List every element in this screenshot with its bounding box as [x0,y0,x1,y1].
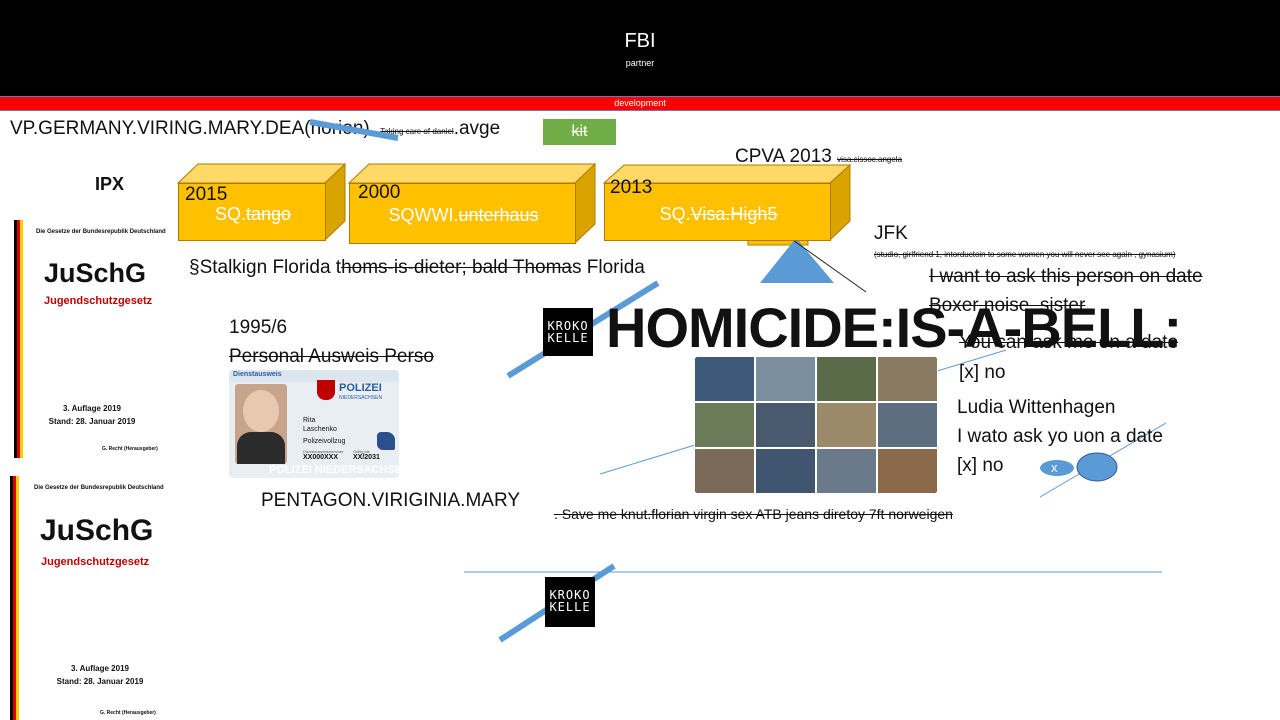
flag-stripe-black [10,476,13,720]
photo-tile [877,448,938,494]
development-bar: development [0,96,1280,111]
book-edition: 3. Auflage 2019 Stand: 28. Januar 2019 [56,664,144,686]
police-crest-icon [317,380,335,400]
photo-tile [816,402,877,448]
id-watermark: POLIZEI NIEDERSACHSEN [269,464,399,476]
id-card-header: Dienstausweis [233,371,282,378]
strike-stroke-top [309,119,399,141]
stalking-line: §Stalkign Florida thoms-is-dieter; bald … [189,257,645,278]
jfk-pointer-line [789,237,867,293]
id-card-header-bar [229,370,399,382]
id-valid-label: Gültig bis [353,449,370,454]
year-19956: 1995/6 [229,317,288,338]
law-book-cover: Die Gesetze der Bundesrepublik Deutschla… [10,476,170,720]
book-title: JuSchG [44,258,147,288]
no-option-2[interactable]: [x] no [957,455,1004,476]
box-year: 2013 [610,177,653,198]
book-publisher: G. Recht (Herausgeber) [102,446,158,452]
page-subtitle: partner [625,58,655,68]
cpva-small: visa.cissoc.angela [837,155,903,164]
box-label: SQ.tango [214,204,292,224]
jfk-label: JFK [874,223,908,244]
cpva-text: CPVA 2013 [735,146,832,167]
top-line-small: Taking care of daniel [380,127,454,136]
id-state: NIEDERSACHSEN [339,395,383,401]
box-2000: 2000 SQWWI.unterhaus [349,182,576,244]
perso-line: Personal Ausweis Perso [229,346,434,367]
cube-top-1 [176,163,347,184]
krokokelle-logo: KROKO KELLE [543,308,593,356]
development-label: development [614,98,666,108]
no-option-1[interactable]: [x] no [959,362,1006,383]
book-series: Die Gesetze der Bundesrepublik Deutschla… [34,485,164,491]
book-publisher: G. Recht (Herausgeber) [100,710,156,716]
flag-stripe-black [14,220,17,458]
photo-tile [694,402,755,448]
id-card: Dienstausweis POLIZEI NIEDERSACHSEN Rita… [229,370,399,478]
blue-ellipse-large [1076,452,1118,482]
jfk-small: (studio, girlfriend 1, intorductoin to s… [874,250,1176,259]
blue-triangle [760,238,834,283]
box-year: 2000 [358,182,401,203]
book-edition: 3. Auflage 2019 Stand: 28. Januar 2019 [48,404,136,426]
save-me-line: . Save me knut.florian virgin sex ATB je… [554,506,953,522]
photo-tile [755,402,816,448]
kit-button[interactable]: kit [543,119,616,145]
id-role: Polizeivollzug [303,438,346,445]
id-first: Rita [303,417,316,424]
state-map-icon [377,432,395,450]
date-ask-line: I wato ask yo uon a date [957,426,1163,447]
id-valid: XX/2031 [353,454,380,461]
top-line-close: ). [363,118,376,139]
flag-stripe-gold [16,476,19,720]
photo-tile [816,356,877,402]
book-title: JuSchG [40,514,154,547]
box-2013: 2013 SQ.Visa.High5 [604,177,831,241]
book-subtitle: Jugendschutzgesetz [44,295,153,307]
flag-stripe-gold [20,220,23,458]
book-subtitle: Jugendschutzgesetz [41,556,150,568]
flag-stripe-red [13,476,16,720]
header-banner [0,0,1280,96]
cube-top-2 [347,163,597,184]
bubble-x-label: x [1051,460,1058,475]
date-request-line: I want to ask this person on date [929,266,1203,287]
photo-collage [694,356,938,494]
box-2015: 2015 SQ.tango [178,183,326,241]
face-shape [243,390,279,432]
photo-tile [877,356,938,402]
homicide-heading: HOMICIDE:IS-A-BELL: [606,296,1182,359]
box-label: SQ.Visa.High5 [659,204,778,224]
id-number: XX000XXX [303,454,339,461]
id-police: POLIZEI [339,382,382,394]
ludia-name: Ludia Wittenhagen [957,397,1116,418]
page-title: FBI [624,30,656,52]
boxer-noise-line: Boxer noise, sister [929,295,1086,316]
pentagon-line: PENTAGON.VIRIGINIA.MARY [261,490,521,511]
photo-tile [816,448,877,494]
flag-stripe-red [17,220,20,458]
top-line-tail: .avge [453,118,501,139]
shoulders-shape [237,432,285,464]
law-book-cover: Die Gesetze der Bundesrepublik Deutschla… [14,220,170,458]
ipx-label: IPX [95,174,125,194]
id-last: Laschenko [303,426,337,433]
id-number-label: Dienstausweisnummer [303,449,344,454]
book-series: Die Gesetze der Bundesrepublik Deutschla… [36,229,166,235]
photo-tile [755,356,816,402]
photo-tile [694,356,755,402]
box-year: 2015 [185,184,228,205]
top-line-main: VP.GERMANY.VIRING.MARY.DEA( [10,118,311,139]
id-photo [235,384,287,464]
cpva-label: CPVA 2013 visa.cissoc.angela [735,146,902,168]
blue-ellipse-small [1040,460,1074,476]
box-label: SQWWI.unterhaus [388,205,539,225]
krokokelle-logo: KROKO KELLE [545,577,595,627]
photo-tile [877,402,938,448]
photo-tile [755,448,816,494]
photo-tile [694,448,755,494]
ask-me-line: You can ask me on a date [959,332,1179,353]
